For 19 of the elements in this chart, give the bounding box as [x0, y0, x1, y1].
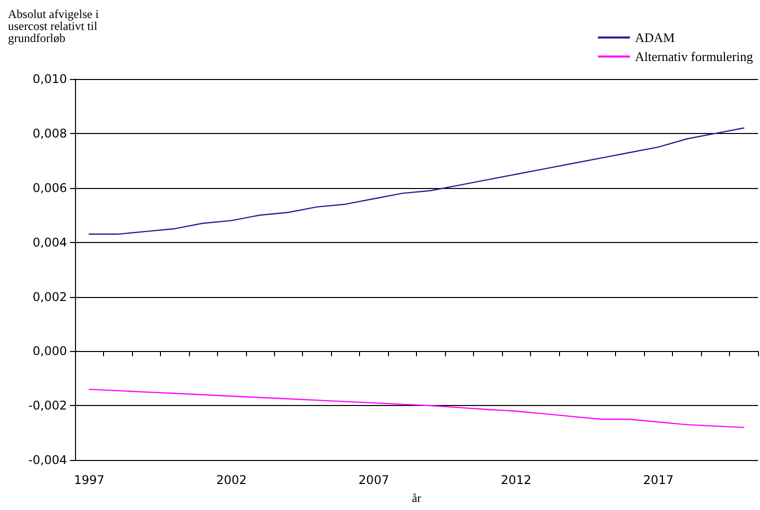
y-tick-label: 0,010 [32, 72, 67, 86]
y-tick-label: 0,000 [32, 344, 67, 358]
y-tick-label: 0,002 [32, 290, 67, 304]
line-series [88, 388, 744, 428]
legend-label: Alternativ formulering [634, 49, 754, 64]
x-tick-label: 2017 [643, 473, 674, 488]
x-tick-label: 1997 [74, 473, 105, 488]
x-tick-label: 2012 [500, 473, 532, 488]
y-tick-label: 0,008 [32, 126, 67, 140]
line-series [88, 127, 744, 235]
x-tick-label: 2007 [358, 473, 390, 488]
y-tick-label: -0,002 [28, 398, 67, 413]
y-tick-label: -0,004 [28, 453, 67, 468]
x-axis-title: år [412, 491, 422, 505]
y-tick-label: 0,004 [32, 235, 67, 250]
legend-label: ADAM [634, 30, 676, 45]
y-tick-label: 0,006 [32, 180, 67, 195]
x-tick-label: 2002 [216, 473, 247, 488]
y-axis-title: Absolut afvigelse i usercost relativt til grundforløb [8, 7, 100, 45]
